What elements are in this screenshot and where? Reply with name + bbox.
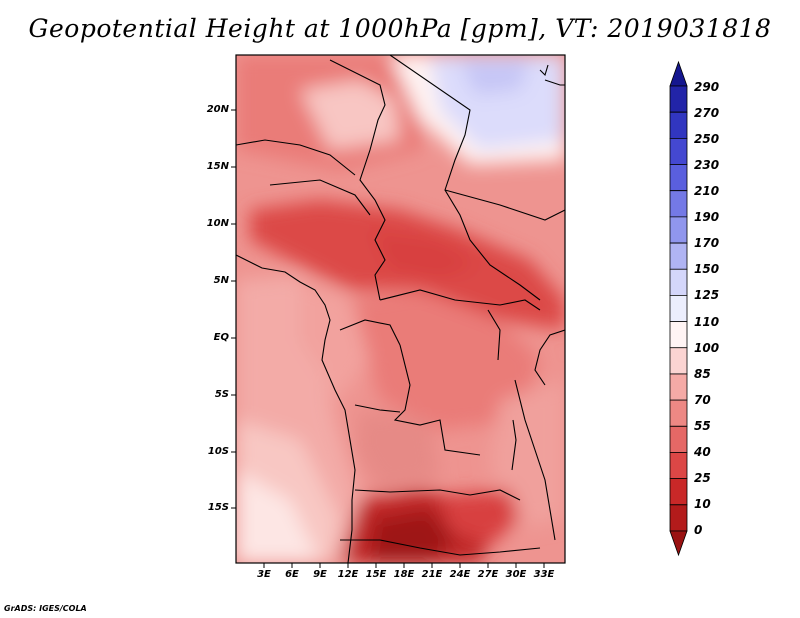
grads-credit: GrADS: IGES/COLA xyxy=(4,604,87,613)
colorbar-segment xyxy=(669,164,688,192)
colorbar-segment xyxy=(669,295,688,322)
chart-title: Geopotential Height at 1000hPa [gpm], VT… xyxy=(28,14,772,43)
colorbar-label-25: 25 xyxy=(694,471,711,485)
height-field xyxy=(236,55,565,563)
coastlines-and-borders xyxy=(236,55,565,563)
lon-label-24e: 24E xyxy=(449,569,471,580)
lon-label-6e: 6E xyxy=(285,569,299,580)
lon-label-30e: 30E xyxy=(505,569,527,580)
lon-label-15e: 15E xyxy=(365,569,387,580)
colorbar xyxy=(669,60,688,557)
lon-label-12e: 12E xyxy=(337,569,359,580)
lat-label-10s: 10S xyxy=(207,446,229,457)
colorbar-segment xyxy=(669,216,688,244)
colorbar-segment xyxy=(669,242,688,270)
colorbar-segment xyxy=(669,425,688,453)
map-frame xyxy=(235,54,566,564)
lon-ticks xyxy=(263,563,545,568)
lat-label-15n: 15N xyxy=(206,161,229,172)
lat-label-20n: 20N xyxy=(206,104,229,115)
lat-label-10n: 10N xyxy=(206,218,229,229)
colorbar-segment xyxy=(669,321,688,349)
colorbar-label-100: 100 xyxy=(694,341,720,355)
lon-label-33e: 33E xyxy=(533,569,555,580)
colorbar-label-170: 170 xyxy=(694,236,720,250)
colorbar-label-150: 150 xyxy=(694,262,720,276)
colorbar-label-55: 55 xyxy=(694,419,711,433)
colorbar-label-110: 110 xyxy=(694,315,720,329)
lon-label-18e: 18E xyxy=(393,569,415,580)
lat-ticks xyxy=(231,109,236,509)
colorbar-label-10: 10 xyxy=(694,497,711,511)
colorbar-label-230: 230 xyxy=(694,158,720,172)
colorbar-label-210: 210 xyxy=(694,184,720,198)
colorbar-label-70: 70 xyxy=(694,393,711,407)
lat-label-eq: EQ xyxy=(213,332,229,343)
colorbar-segment xyxy=(669,137,688,165)
colorbar-segment xyxy=(669,478,688,506)
lon-label-9e: 9E xyxy=(313,569,327,580)
colorbar-segment xyxy=(669,530,688,557)
colorbar-segment xyxy=(669,347,688,375)
colorbar-segment xyxy=(669,85,688,113)
colorbar-label-290: 290 xyxy=(694,80,720,94)
lon-label-27e: 27E xyxy=(477,569,499,580)
colorbar-label-270: 270 xyxy=(694,106,720,120)
colorbar-segment xyxy=(669,399,688,427)
colorbar-segment xyxy=(669,190,688,218)
lon-label-21e: 21E xyxy=(421,569,443,580)
colorbar-label-250: 250 xyxy=(694,132,720,146)
colorbar-segment xyxy=(669,373,688,401)
colorbar-label-190: 190 xyxy=(694,210,720,224)
colorbar-label-40: 40 xyxy=(694,445,711,459)
lat-label-5n: 5N xyxy=(213,275,229,286)
colorbar-segment xyxy=(669,504,688,532)
colorbar-label-125: 125 xyxy=(694,288,720,302)
lon-label-3e: 3E xyxy=(257,569,271,580)
colorbar-segment xyxy=(669,111,688,139)
colorbar-label-0: 0 xyxy=(694,523,703,537)
colorbar-label-85: 85 xyxy=(694,367,711,381)
lat-label-15s: 15S xyxy=(207,502,229,513)
lat-label-5s: 5S xyxy=(214,389,229,400)
colorbar-segment xyxy=(669,60,688,87)
colorbar-segment xyxy=(669,452,688,480)
colorbar-segment xyxy=(669,268,688,296)
